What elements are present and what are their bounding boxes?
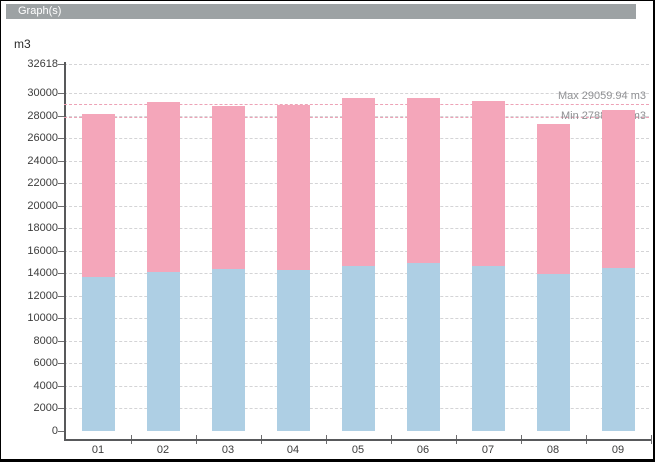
y-axis-tick-label: 4000 — [33, 379, 58, 392]
gridline — [64, 93, 649, 95]
bar-07-bottom-segment — [471, 266, 505, 431]
y-axis-line — [64, 62, 66, 439]
max-line-label: Max 29059.94 m3 — [557, 90, 646, 103]
bar-05-top-segment — [341, 97, 375, 267]
y-axis-tick-label: 24000 — [27, 154, 58, 167]
y-axis-tick-mark — [58, 138, 64, 140]
x-axis-category-label: 09 — [611, 444, 625, 456]
bar-07-top-segment — [471, 100, 505, 267]
y-axis-tick-label: 12000 — [27, 289, 58, 302]
x-axis-category-label: 06 — [416, 444, 430, 456]
bar-02-bottom-segment — [146, 271, 180, 431]
y-axis-tick-mark — [58, 318, 64, 320]
bar-02-top-segment — [146, 101, 180, 272]
y-axis-tick-label: 0 — [51, 425, 58, 437]
y-axis-tick-label: 10000 — [27, 312, 58, 325]
y-axis-tick-mark — [58, 408, 64, 410]
bar-09-top-segment — [601, 109, 635, 268]
y-axis-tick-label: 30000 — [27, 87, 58, 100]
bar-06-top-segment — [406, 98, 440, 264]
y-axis-tick-mark — [58, 340, 64, 342]
bar-04-top-segment — [276, 105, 310, 270]
x-axis-category-label: 03 — [221, 444, 235, 456]
y-axis-tick-label: 18000 — [27, 222, 58, 235]
bar-08-top-segment — [536, 124, 570, 275]
y-axis-tick-mark — [58, 385, 64, 387]
y-axis-tick-mark — [58, 205, 64, 207]
y-axis-tick-mark — [58, 183, 64, 185]
y-axis-tick-mark — [58, 431, 64, 432]
bar-09-bottom-segment — [601, 267, 635, 431]
bar-05-bottom-segment — [341, 266, 375, 431]
y-axis-tick-label: 6000 — [33, 357, 58, 370]
y-axis-tick-mark — [58, 93, 64, 95]
gridline — [64, 64, 649, 65]
y-axis-tick-label: 26000 — [27, 132, 58, 145]
y-axis-tick-mark — [58, 273, 64, 275]
bar-03-bottom-segment — [211, 268, 245, 431]
x-axis-category-label: 04 — [286, 444, 300, 456]
graphs-header-bar: Graph(s) — [6, 4, 636, 19]
bar-01-top-segment — [81, 114, 115, 277]
bar-06-bottom-segment — [406, 263, 440, 431]
bar-03-top-segment — [211, 106, 245, 269]
x-axis-tick-mark — [650, 435, 652, 444]
y-axis-tick-label: 14000 — [27, 267, 58, 280]
y-axis-tick-mark — [58, 363, 64, 365]
y-axis-tick-label: 20000 — [27, 199, 58, 212]
x-axis-category-label: 02 — [156, 444, 170, 456]
y-axis-tick-label: 16000 — [27, 244, 58, 257]
graphs-header-title: Graph(s) — [18, 5, 62, 17]
x-axis-line — [64, 439, 651, 441]
y-axis-tick-mark — [58, 228, 64, 230]
bar-04-bottom-segment — [276, 269, 310, 431]
y-axis-tick-mark — [58, 295, 64, 297]
y-axis-tick-label: 8000 — [33, 334, 58, 347]
x-axis-category-label: 08 — [546, 444, 560, 456]
y-axis-tick-mark — [58, 160, 64, 162]
y-axis-tick-mark — [58, 115, 64, 117]
y-axis-tick-label: 2000 — [33, 402, 58, 415]
x-axis-category-label: 07 — [481, 444, 495, 456]
bar-08-bottom-segment — [536, 274, 570, 431]
y-axis-tick-mark — [58, 64, 64, 65]
x-axis-category-label: 01 — [91, 444, 105, 456]
y-axis-unit-label: m3 — [14, 37, 31, 51]
x-axis-category-label: 05 — [351, 444, 365, 456]
y-axis-tick-mark — [58, 250, 64, 252]
y-axis-tick-label: 28000 — [27, 109, 58, 122]
y-axis-tick-label: 22000 — [27, 177, 58, 190]
y-axis-tick-label: 32618 — [27, 58, 58, 70]
bar-01-bottom-segment — [81, 276, 115, 431]
